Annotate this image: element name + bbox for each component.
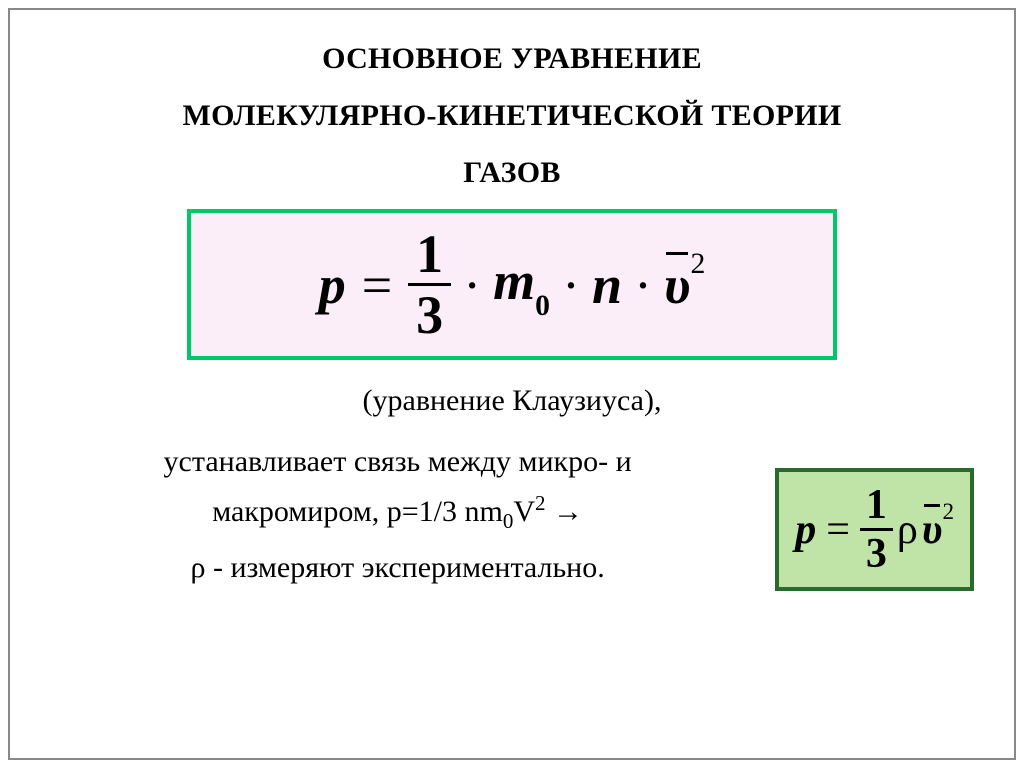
term-m: m0	[493, 250, 550, 319]
description-text: устанавливает связь между микро- и макро…	[50, 440, 745, 589]
slide-frame: ОСНОВНОЕ УРАВНЕНИЕ МОЛЕКУЛЯРНО-КИНЕТИЧЕС…	[8, 8, 1016, 760]
bottom-row: устанавливает связь между микро- и макро…	[50, 440, 974, 591]
v-sup: 2	[942, 498, 954, 524]
title-line-2: МОЛЕКУЛЯРНО-КИНЕТИЧЕСКОЙ ТЕОРИИ	[50, 87, 974, 144]
equals-sign: =	[352, 254, 402, 316]
desc-line-2: макромиром, p=1/3 nm0V2 →	[50, 488, 745, 536]
desc-line-3: ρ - измеряют экспериментально.	[50, 546, 745, 590]
eq2-lhs: p	[795, 506, 816, 554]
main-equation: p = 1 3 · m0 · n · υ2	[319, 227, 706, 342]
desc-line-1: устанавливает связь между микро- и	[50, 440, 745, 484]
dot-op: ·	[556, 254, 586, 316]
equals-sign: =	[820, 506, 856, 554]
v-bar: υ	[922, 506, 943, 554]
v-sup: 2	[690, 248, 705, 280]
title-line-1: ОСНОВНОЕ УРАВНЕНИЕ	[50, 30, 974, 87]
fraction-one-third: 1 3	[408, 227, 451, 342]
inline-formula: p=1/3 nm0V2	[387, 495, 546, 528]
title-line-3: ГАЗОВ	[50, 144, 974, 201]
v-bar: υ	[664, 254, 690, 316]
equation-name: (уравнение Клаузиуса),	[50, 384, 974, 418]
inline-math-main: p=1/3 nm	[387, 495, 503, 528]
frac-den: 3	[860, 531, 893, 575]
rho-symbol: ρ	[897, 506, 918, 554]
term-v: υ2	[664, 254, 705, 316]
term-n: n	[592, 254, 622, 316]
inline-math-V: V	[513, 495, 535, 528]
fraction-one-third-small: 1 3	[860, 484, 893, 575]
secondary-equation: p = 1 3 ρυ2	[795, 484, 954, 575]
inline-math-sup: 2	[535, 491, 546, 515]
inline-math-sub: 0	[503, 509, 514, 533]
slide-title: ОСНОВНОЕ УРАВНЕНИЕ МОЛЕКУЛЯРНО-КИНЕТИЧЕС…	[50, 30, 974, 201]
desc-l2-prefix: макромиром,	[212, 495, 387, 528]
m-sub: 0	[535, 290, 550, 322]
frac-num: 1	[860, 484, 893, 531]
frac-den: 3	[408, 286, 451, 342]
frac-num: 1	[408, 227, 451, 286]
secondary-equation-box: p = 1 3 ρυ2	[775, 468, 974, 591]
eq-lhs: p	[319, 254, 346, 316]
dot-op: ·	[457, 254, 487, 316]
m-symbol: m	[493, 251, 535, 311]
main-equation-box: p = 1 3 · m0 · n · υ2	[187, 209, 837, 360]
arrow-icon: →	[546, 495, 584, 528]
dot-op: ·	[628, 254, 658, 316]
term-v-small: υ2	[922, 506, 954, 554]
